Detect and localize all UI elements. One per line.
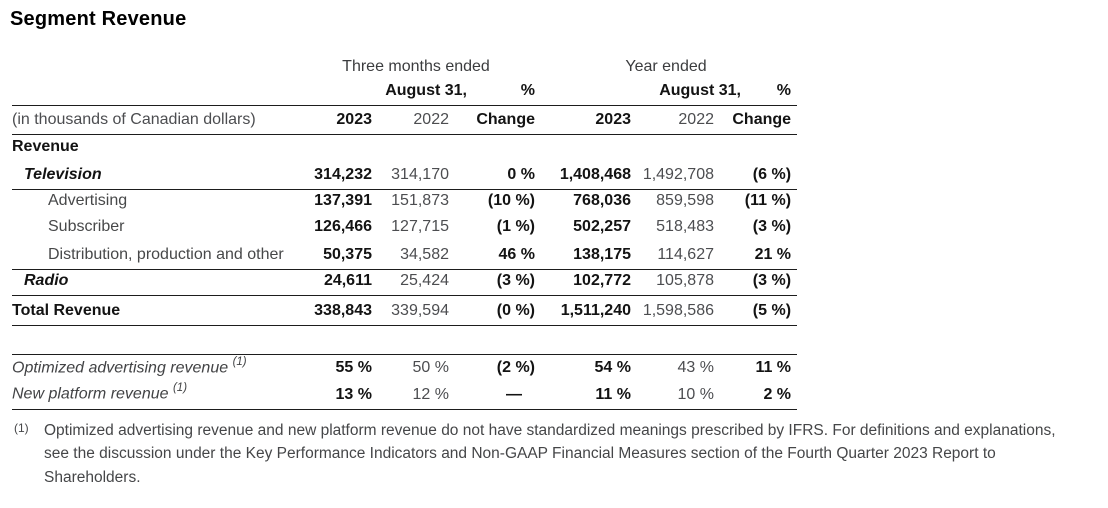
cell-y2023: 768,036 [573, 192, 631, 209]
cell-q2023: 314,232 [297, 161, 372, 190]
table-row-subheader: August 31, % August 31, % [12, 81, 798, 106]
cell-ychange: (3 %) [752, 218, 792, 235]
cell-y2022: 859,598 [656, 192, 714, 209]
cell-q2022: 12 % [372, 382, 449, 410]
subheader-august-q: August 31, [385, 81, 467, 99]
column-header-q2022: 2022 [372, 105, 449, 135]
row-label: Radio [12, 269, 297, 296]
table-row-new-platform: New platform revenue (1) 13 % 12 % — 11 … [12, 382, 798, 410]
cell-y2022: 43 % [631, 353, 714, 382]
cell-ychange: 2 % [714, 382, 798, 410]
cell-qchange: 0 % [449, 161, 535, 190]
row-label: Revenue [12, 138, 79, 155]
footnote: (1) Optimized advertising revenue and ne… [14, 419, 1108, 490]
cell-ychange: (6 %) [714, 161, 798, 190]
footnote-line: Shareholders. [44, 468, 141, 486]
cell-q2022: 50 % [372, 353, 449, 382]
cell-q2022: 34,582 [372, 241, 449, 270]
row-label: Distribution, production and other [12, 241, 297, 270]
segment-revenue-table: Three months ended Year ended August 31,… [12, 58, 798, 410]
table-row-column-headers: (in thousands of Canadian dollars) 2023 … [12, 105, 798, 135]
footnote-ref: (1) [232, 355, 247, 368]
column-header-y2023: 2023 [535, 105, 631, 135]
table-row-revenue: Revenue [12, 134, 797, 161]
footnote-line: Optimized advertising revenue and new pl… [44, 421, 1056, 439]
cell-y2023: 1,408,468 [535, 161, 631, 190]
column-header-qchange: Change [449, 105, 535, 135]
cell-q2023: 13 % [297, 382, 372, 410]
column-header-label: (in thousands of Canadian dollars) [12, 105, 297, 135]
cell-y2022: 10 % [631, 382, 714, 410]
row-label: Subscriber [48, 218, 125, 235]
table-row-group-header: Three months ended Year ended [12, 58, 797, 81]
cell-y2022: 114,627 [631, 241, 714, 270]
segment-revenue-page: Segment Revenue Three months ended Year … [10, 8, 1108, 490]
subheader-pct-q: % [449, 81, 535, 106]
cell-q2023: 338,843 [297, 295, 372, 326]
cell-y2022: 1,598,586 [631, 295, 714, 326]
table-row-subscriber: Subscriber 126,466 127,715 (1 %) 502,257… [12, 215, 797, 241]
cell-qchange: (1 %) [496, 218, 535, 235]
row-label: New platform revenue [12, 385, 169, 403]
cell-ychange: (3 %) [714, 269, 798, 296]
footnote-marker: (1) [14, 420, 29, 435]
cell-y2022: 1,492,708 [631, 161, 714, 190]
table-row-spacer [12, 325, 797, 354]
cell-y2023: 102,772 [535, 269, 631, 296]
table-row-total-revenue: Total Revenue 338,843 339,594 (0 %) 1,51… [12, 295, 798, 326]
cell-y2023: 138,175 [535, 241, 631, 270]
row-label: Advertising [48, 192, 128, 209]
cell-y2023: 54 % [535, 353, 631, 382]
table-row-optimized-advertising: Optimized advertising revenue (1) 55 % 5… [12, 353, 798, 382]
table-row-television: Television 314,232 314,170 0 % 1,408,468… [12, 161, 798, 190]
cell-q2022: 151,873 [391, 192, 449, 209]
row-label: Television [12, 161, 297, 190]
cell-q2022: 25,424 [372, 269, 449, 296]
cell-qchange: (3 %) [449, 269, 535, 296]
cell-ychange: 21 % [714, 241, 798, 270]
cell-qchange: 46 % [449, 241, 535, 270]
table-row-advertising: Advertising 137,391 151,873 (10 %) 768,0… [12, 189, 797, 215]
group-header-year-ended: Year ended [625, 58, 707, 75]
table-row-radio: Radio 24,611 25,424 (3 %) 102,772 105,87… [12, 269, 798, 296]
cell-y2022: 518,483 [656, 218, 714, 235]
row-label: Optimized advertising revenue [12, 359, 229, 376]
cell-y2023: 11 % [535, 382, 631, 410]
cell-ychange: (5 %) [714, 295, 798, 326]
cell-qchange: (2 %) [449, 353, 535, 382]
subheader-august-y: August 31, [659, 81, 741, 99]
cell-q2023: 55 % [297, 353, 372, 382]
group-header-three-months: Three months ended [342, 58, 490, 75]
cell-ychange: 11 % [714, 353, 798, 382]
table-row-distribution: Distribution, production and other 50,37… [12, 241, 798, 270]
page-title: Segment Revenue [10, 8, 187, 30]
cell-q2023: 24,611 [297, 269, 372, 296]
cell-q2022: 339,594 [372, 295, 449, 326]
cell-y2023: 502,257 [573, 218, 631, 235]
cell-q2022: 127,715 [391, 218, 449, 235]
cell-qchange: (10 %) [487, 192, 535, 209]
footnote-text: Optimized advertising revenue and new pl… [44, 419, 1108, 490]
cell-qchange: (0 %) [449, 295, 535, 326]
cell-q2023: 50,375 [297, 241, 372, 270]
cell-y2023: 1,511,240 [535, 295, 631, 326]
footnote-ref: (1) [172, 382, 188, 395]
column-header-y2022: 2022 [631, 105, 714, 135]
cell-q2023: 126,466 [314, 218, 372, 235]
subheader-pct-y: % [714, 81, 798, 106]
cell-ychange: (11 %) [744, 192, 792, 209]
footnote-line: see the discussion under the Key Perform… [44, 445, 996, 462]
row-label: Total Revenue [12, 295, 297, 326]
column-header-q2023: 2023 [297, 105, 372, 135]
cell-q2023: 137,391 [314, 192, 372, 209]
cell-q2022: 314,170 [372, 161, 449, 190]
cell-qchange: — [449, 382, 535, 410]
column-header-ychange: Change [714, 105, 798, 135]
cell-y2022: 105,878 [631, 269, 714, 296]
